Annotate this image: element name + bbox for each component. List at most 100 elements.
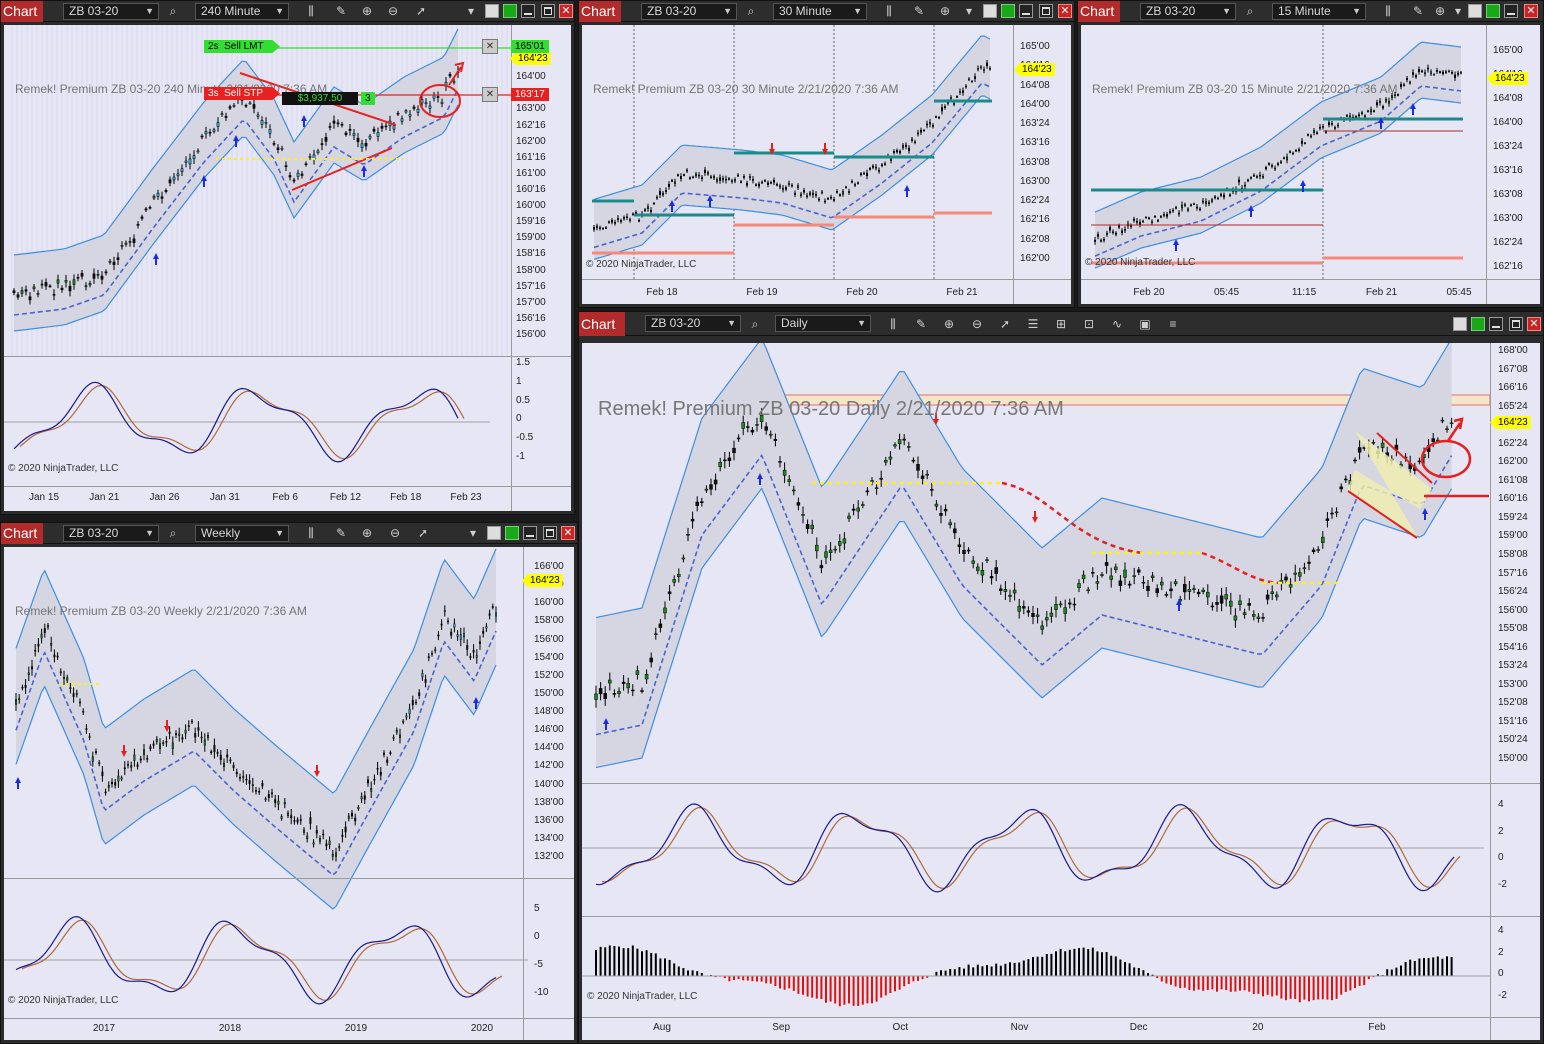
candle	[779, 183, 781, 190]
pointer-icon[interactable]: ➚	[417, 526, 429, 540]
interval-selector[interactable]: Daily ▼	[775, 315, 871, 332]
properties-icon[interactable]: ▣	[1139, 317, 1151, 331]
maximize-icon[interactable]	[541, 4, 555, 18]
close-icon[interactable]: ✕	[561, 526, 575, 540]
grid-lines-icon[interactable]: ⊞	[1055, 317, 1067, 331]
candle	[866, 169, 868, 180]
list-icon[interactable]: ≡	[1169, 317, 1177, 331]
close-icon[interactable]: ✕	[1058, 4, 1072, 18]
instrument-value: ZB 03-20	[69, 4, 119, 18]
candle	[364, 138, 368, 151]
link-icon[interactable]	[503, 4, 517, 18]
link-icon[interactable]	[1486, 4, 1500, 18]
minimize-icon[interactable]	[521, 4, 535, 18]
strategies-icon[interactable]: ∿	[1111, 317, 1123, 331]
chevron-down-icon[interactable]: ▾	[469, 526, 477, 540]
interval-selector[interactable]: 240 Minute ▼	[195, 3, 289, 20]
pointer-icon[interactable]: ➚	[415, 4, 427, 18]
draw-pencil-icon[interactable]: ✎	[915, 317, 927, 331]
chart-area[interactable]: Remek! Premium ZB 03-20 240 Minute 2/21/…	[4, 25, 571, 511]
candle	[1045, 610, 1049, 627]
bars-style-icon[interactable]: ⫼	[886, 4, 892, 18]
bars-style-icon[interactable]: ⫼	[308, 526, 314, 540]
candle	[463, 627, 465, 644]
chart-area[interactable]: Remek! Premium ZB 03-20 30 Minute 2/21/2…	[582, 25, 1071, 304]
zoom-in-icon[interactable]: ⊕	[1434, 4, 1446, 18]
candle	[629, 217, 631, 223]
sell-stop-order-label[interactable]: 3s Sell STP	[204, 87, 280, 100]
template-icon[interactable]	[487, 526, 501, 540]
interval-selector[interactable]: 15 Minute ▼	[1272, 3, 1366, 20]
minimize-icon[interactable]	[1504, 4, 1518, 18]
maximize-icon[interactable]	[1039, 4, 1053, 18]
search-icon[interactable]: ⌕	[751, 317, 759, 331]
search-icon[interactable]: ⌕	[747, 4, 755, 18]
interval-selector[interactable]: Weekly ▼	[195, 525, 289, 542]
cancel-limit-order-icon[interactable]: ✕	[482, 39, 498, 54]
search-icon[interactable]: ⌕	[169, 526, 177, 540]
chart-area[interactable]: Remek! Premium ZB 03-20 Weekly 2/21/2020…	[4, 547, 574, 1040]
template-icon[interactable]	[983, 4, 997, 18]
bars-style-icon[interactable]: ⫼	[890, 317, 896, 331]
instrument-selector[interactable]: ZB 03-20 ▼	[63, 525, 159, 542]
indicators-icon[interactable]: ⊡	[1083, 317, 1095, 331]
search-icon[interactable]: ⌕	[1246, 4, 1254, 18]
instrument-selector[interactable]: ZB 03-20 ▼	[645, 315, 741, 332]
axis-tick-label: 158'00	[534, 615, 564, 627]
minimize-icon[interactable]	[1019, 4, 1033, 18]
zoom-in-icon[interactable]: ⊕	[943, 317, 955, 331]
draw-pencil-icon[interactable]: ✎	[913, 4, 925, 18]
data-box-icon[interactable]: ☰	[1027, 317, 1039, 331]
axis-tick-label: 168'00	[1498, 345, 1528, 356]
chart-area[interactable]: Remek! Premium ZB 03-20 Daily 2/21/2020 …	[582, 343, 1540, 1040]
bars-style-icon[interactable]: ⫼	[1385, 4, 1391, 18]
pointer-icon[interactable]: ➚	[999, 317, 1011, 331]
candle	[1460, 70, 1462, 75]
link-icon[interactable]	[1471, 317, 1485, 331]
sell-limit-order-label[interactable]: 2s Sell LMT	[204, 40, 280, 53]
draw-pencil-icon[interactable]: ✎	[335, 4, 347, 18]
zoom-in-icon[interactable]: ⊕	[361, 4, 373, 18]
chevron-down-icon[interactable]: ▾	[965, 4, 973, 18]
candle	[338, 843, 341, 852]
bars-style-icon[interactable]: ⫼	[308, 4, 314, 18]
instrument-selector[interactable]: ZB 03-20 ▼	[63, 3, 159, 20]
template-icon[interactable]	[485, 4, 499, 18]
instrument-selector[interactable]: ZB 03-20 ▼	[641, 3, 737, 20]
draw-pencil-icon[interactable]: ✎	[1412, 4, 1424, 18]
zoom-in-icon[interactable]: ⊕	[939, 4, 951, 18]
interval-selector[interactable]: 30 Minute ▼	[773, 3, 867, 20]
maximize-icon[interactable]	[543, 526, 557, 540]
maximize-icon[interactable]	[1509, 317, 1523, 331]
close-icon[interactable]: ✕	[1527, 317, 1541, 331]
candle	[290, 808, 293, 825]
candle	[136, 761, 139, 770]
draw-pencil-icon[interactable]: ✎	[335, 526, 347, 540]
search-icon[interactable]: ⌕	[169, 4, 177, 18]
zoom-out-icon[interactable]: ⊖	[971, 317, 983, 331]
candle	[1316, 130, 1318, 135]
chevron-down-icon[interactable]: ▾	[1454, 4, 1462, 18]
candle	[1214, 194, 1216, 200]
time-tick-label: Feb	[1368, 1022, 1386, 1033]
link-icon[interactable]	[505, 526, 519, 540]
link-icon[interactable]	[1001, 4, 1015, 18]
candle	[605, 226, 607, 230]
close-icon[interactable]: ✕	[559, 4, 573, 18]
zoom-in-icon[interactable]: ⊕	[361, 526, 373, 540]
candle	[212, 127, 216, 134]
minimize-icon[interactable]	[523, 526, 537, 540]
position-pnl-label[interactable]: $3,937.50	[282, 92, 358, 105]
candle	[941, 104, 943, 115]
chart-toolbar: Chart ZB 03-20 ▼ ⌕ Weekly ▼ ⫼ ✎ ⊕ ⊖ ➚ ▾ ✕	[1, 523, 577, 544]
chart-area[interactable]: Remek! Premium ZB 03-20 15 Minute 2/21/2…	[1081, 25, 1540, 304]
cancel-stop-order-icon[interactable]: ✕	[482, 87, 498, 102]
chevron-down-icon[interactable]: ▾	[467, 4, 475, 18]
zoom-out-icon[interactable]: ⊖	[387, 4, 399, 18]
minimize-icon[interactable]	[1489, 317, 1503, 331]
close-icon[interactable]: ✕	[1524, 4, 1538, 18]
zoom-out-icon[interactable]: ⊖	[389, 526, 401, 540]
instrument-selector[interactable]: ZB 03-20 ▼	[1140, 3, 1236, 20]
template-icon[interactable]	[1453, 317, 1467, 331]
template-icon[interactable]	[1468, 4, 1482, 18]
